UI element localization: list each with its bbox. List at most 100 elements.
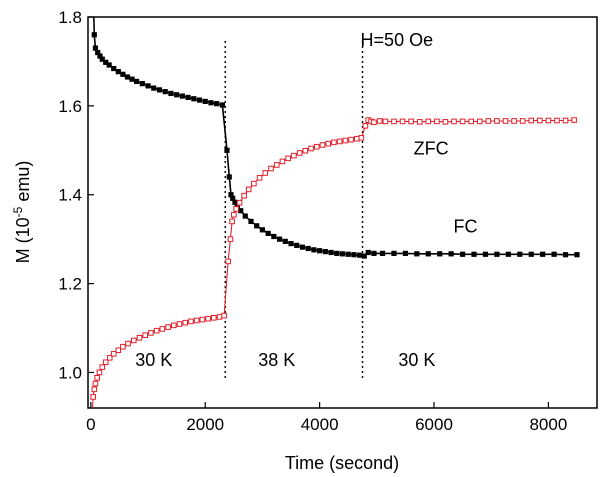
data-point bbox=[256, 175, 263, 181]
data-point bbox=[365, 249, 371, 256]
y-axis-title-main: M (10 bbox=[13, 217, 33, 263]
data-point bbox=[153, 327, 160, 334]
data-point bbox=[414, 251, 420, 257]
data-point bbox=[285, 155, 291, 162]
data-point bbox=[245, 186, 252, 193]
data-point bbox=[241, 192, 247, 199]
data-point bbox=[437, 251, 443, 257]
data-point bbox=[199, 316, 206, 323]
data-point bbox=[225, 258, 231, 265]
data-point bbox=[382, 118, 389, 125]
data-point bbox=[399, 118, 406, 125]
data-point bbox=[574, 252, 580, 258]
data-point bbox=[91, 32, 97, 38]
data-point bbox=[482, 251, 489, 257]
data-point bbox=[471, 251, 477, 257]
data-point bbox=[242, 213, 248, 219]
data-point bbox=[291, 152, 297, 159]
data-point bbox=[494, 118, 500, 124]
data-point bbox=[134, 78, 140, 85]
y-tick-label: 1.8 bbox=[58, 8, 82, 27]
data-point bbox=[120, 71, 126, 77]
data-point bbox=[331, 139, 337, 146]
data-point bbox=[517, 251, 523, 257]
data-point bbox=[296, 150, 303, 156]
data-point bbox=[379, 250, 386, 256]
data-point bbox=[325, 140, 332, 147]
data-point bbox=[511, 118, 517, 124]
data-point bbox=[106, 62, 112, 68]
data-point bbox=[402, 250, 409, 256]
data-point bbox=[191, 96, 197, 102]
data-point bbox=[226, 174, 232, 180]
data-point bbox=[92, 380, 99, 387]
y-axis-title-exponent: -5 bbox=[11, 206, 25, 217]
data-point bbox=[485, 118, 492, 124]
data-point bbox=[115, 347, 122, 354]
data-point bbox=[348, 136, 354, 143]
data-point bbox=[282, 238, 288, 244]
data-point bbox=[311, 247, 317, 253]
data-point bbox=[505, 251, 511, 257]
data-point bbox=[317, 248, 323, 254]
data-point bbox=[265, 230, 271, 236]
data-point bbox=[358, 135, 365, 141]
y-axis-title: M (10-5 emu) bbox=[11, 161, 33, 264]
data-point bbox=[96, 369, 103, 376]
data-point bbox=[248, 218, 254, 224]
data-point bbox=[238, 208, 244, 214]
x-tick-label: 0 bbox=[86, 415, 95, 434]
annotation-label: ZFC bbox=[414, 139, 449, 159]
data-point bbox=[97, 53, 103, 59]
data-point bbox=[519, 118, 526, 124]
data-point bbox=[174, 92, 180, 98]
data-point bbox=[294, 242, 300, 248]
data-point bbox=[251, 180, 257, 187]
y-tick-label: 1.0 bbox=[58, 363, 82, 382]
data-point bbox=[328, 249, 334, 256]
data-point bbox=[115, 69, 121, 75]
data-point bbox=[110, 350, 117, 357]
data-point bbox=[139, 81, 145, 87]
data-point bbox=[159, 326, 166, 332]
data-point bbox=[102, 359, 109, 366]
data-point bbox=[91, 386, 98, 393]
data-point bbox=[168, 90, 174, 97]
data-series bbox=[90, 17, 580, 408]
data-point bbox=[262, 170, 269, 176]
data-point bbox=[216, 314, 223, 320]
x-tick-label: 4000 bbox=[301, 415, 339, 434]
data-point bbox=[376, 118, 383, 124]
data-point bbox=[336, 138, 343, 145]
data-point bbox=[99, 56, 105, 62]
data-point bbox=[130, 337, 137, 344]
data-point bbox=[227, 236, 234, 242]
data-point bbox=[319, 142, 326, 148]
data-point bbox=[537, 117, 543, 124]
data-point bbox=[179, 93, 185, 99]
annotation-label: FC bbox=[453, 216, 477, 236]
y-axis-title-unit: emu) bbox=[13, 161, 33, 207]
data-point bbox=[361, 253, 367, 259]
data-point bbox=[276, 236, 283, 242]
data-point bbox=[232, 199, 238, 205]
data-point bbox=[151, 85, 157, 91]
x-tick-label: 8000 bbox=[529, 415, 567, 434]
data-point bbox=[279, 158, 286, 165]
data-point bbox=[205, 315, 211, 322]
data-point bbox=[416, 119, 423, 125]
data-point bbox=[339, 251, 346, 257]
data-point bbox=[434, 118, 440, 125]
data-point bbox=[528, 251, 534, 257]
x-tick-label: 2000 bbox=[186, 415, 224, 434]
data-point bbox=[334, 250, 340, 256]
temperature-dividers bbox=[224, 41, 364, 380]
data-point bbox=[562, 252, 569, 258]
series-fc bbox=[91, 17, 580, 259]
annotations: H=50 Oe ZFC FC 30 K 38 K 30 K bbox=[135, 30, 477, 370]
data-point bbox=[219, 102, 225, 108]
data-point bbox=[528, 117, 535, 124]
plot-frame bbox=[87, 16, 598, 409]
data-point bbox=[196, 97, 203, 103]
data-point bbox=[236, 199, 243, 206]
